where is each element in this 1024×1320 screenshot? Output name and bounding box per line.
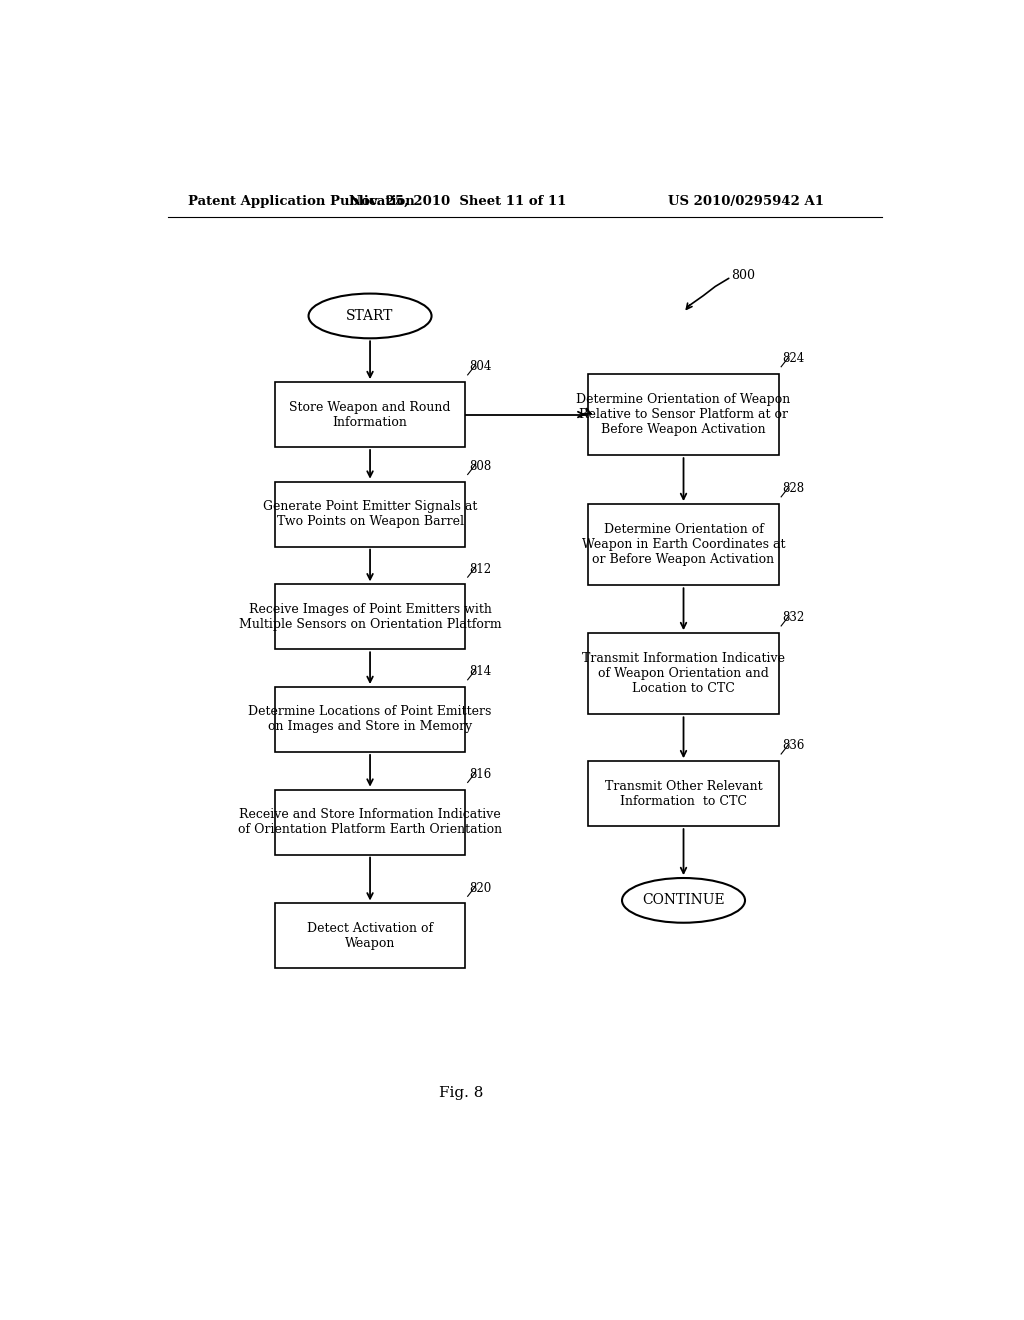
Text: 836: 836 <box>782 739 805 752</box>
Ellipse shape <box>308 293 431 338</box>
FancyBboxPatch shape <box>274 482 465 546</box>
Text: Receive and Store Information Indicative
of Orientation Platform Earth Orientati: Receive and Store Information Indicative… <box>238 808 502 836</box>
Text: 828: 828 <box>782 482 805 495</box>
Text: 832: 832 <box>782 611 805 624</box>
Text: Detect Activation of
Weapon: Detect Activation of Weapon <box>307 921 433 950</box>
Text: Store Weapon and Round
Information: Store Weapon and Round Information <box>290 400 451 429</box>
Text: Transmit Information Indicative
of Weapon Orientation and
Location to CTC: Transmit Information Indicative of Weapo… <box>582 652 785 696</box>
Text: 804: 804 <box>469 360 492 374</box>
Text: Nov. 25, 2010  Sheet 11 of 11: Nov. 25, 2010 Sheet 11 of 11 <box>348 194 566 207</box>
Text: Receive Images of Point Emitters with
Multiple Sensors on Orientation Platform: Receive Images of Point Emitters with Mu… <box>239 603 502 631</box>
Text: 824: 824 <box>782 352 805 366</box>
FancyBboxPatch shape <box>588 762 778 826</box>
Text: Determine Orientation of
Weapon in Earth Coordinates at
or Before Weapon Activat: Determine Orientation of Weapon in Earth… <box>582 523 785 566</box>
Text: US 2010/0295942 A1: US 2010/0295942 A1 <box>668 194 823 207</box>
Text: 812: 812 <box>469 562 492 576</box>
Text: 800: 800 <box>731 269 755 281</box>
Text: Determine Locations of Point Emitters
on Images and Store in Memory: Determine Locations of Point Emitters on… <box>249 705 492 734</box>
FancyBboxPatch shape <box>274 381 465 447</box>
FancyBboxPatch shape <box>274 903 465 969</box>
FancyBboxPatch shape <box>274 585 465 649</box>
Text: Generate Point Emitter Signals at
Two Points on Weapon Barrel: Generate Point Emitter Signals at Two Po… <box>263 500 477 528</box>
Text: START: START <box>346 309 394 323</box>
Text: Transmit Other Relevant
Information  to CTC: Transmit Other Relevant Information to C… <box>605 780 762 808</box>
Ellipse shape <box>622 878 745 923</box>
Text: Patent Application Publication: Patent Application Publication <box>187 194 415 207</box>
Text: 820: 820 <box>469 882 492 895</box>
FancyBboxPatch shape <box>274 686 465 752</box>
FancyBboxPatch shape <box>588 634 778 714</box>
FancyBboxPatch shape <box>274 789 465 854</box>
FancyBboxPatch shape <box>588 504 778 585</box>
Text: 808: 808 <box>469 459 492 473</box>
Text: Fig. 8: Fig. 8 <box>439 1086 483 1101</box>
Text: 814: 814 <box>469 665 492 678</box>
Text: Determine Orientation of Weapon
Relative to Sensor Platform at or
Before Weapon : Determine Orientation of Weapon Relative… <box>577 393 791 436</box>
Text: 816: 816 <box>469 768 492 781</box>
Text: CONTINUE: CONTINUE <box>642 894 725 907</box>
FancyBboxPatch shape <box>588 374 778 455</box>
